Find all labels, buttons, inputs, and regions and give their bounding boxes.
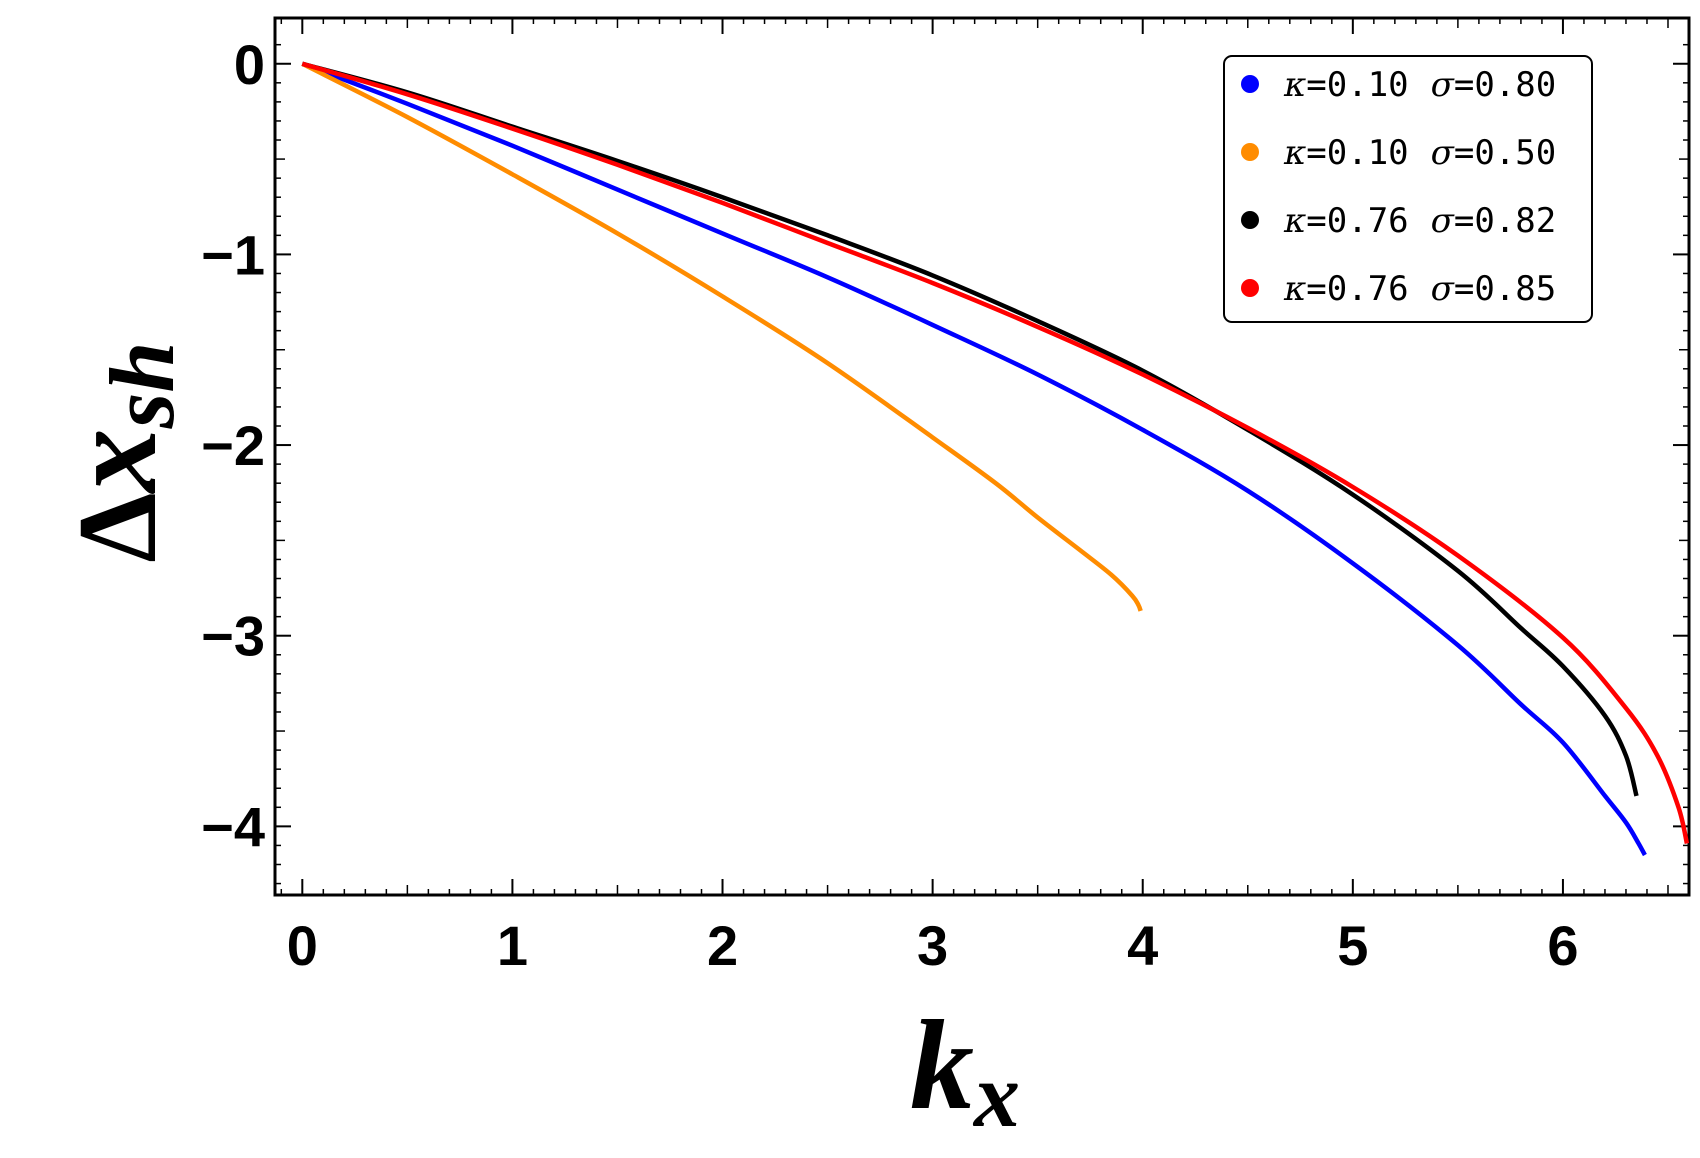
legend-kappa-symbol: κ: [1283, 133, 1306, 173]
x-tick-label: 2: [707, 914, 738, 977]
y-tick-label: 0: [234, 33, 265, 96]
x-tick-label: 4: [1127, 914, 1158, 977]
legend-sigma-value: =0.80: [1454, 65, 1556, 105]
x-tick-label: 3: [917, 914, 948, 977]
legend: κ=0.10 σ=0.80κ=0.10 σ=0.50κ=0.76 σ=0.82κ=0.…: [1223, 55, 1593, 323]
legend-label: κ=0.76 σ=0.85: [1283, 269, 1556, 309]
series-lines: [301, 61, 1690, 857]
legend-marker: [1241, 279, 1259, 297]
legend-kappa-symbol: κ: [1283, 201, 1306, 241]
plot-frame: [273, 16, 1691, 897]
legend-marker: [1241, 211, 1259, 229]
series-line: [301, 61, 1647, 857]
legend-box: [1223, 55, 1593, 323]
legend-kappa-symbol: κ: [1283, 65, 1306, 105]
minor-ticks: [275, 18, 1690, 895]
y-tick-label: −2: [201, 414, 265, 477]
legend-sigma-value: =0.50: [1454, 133, 1556, 173]
y-tick-label: −3: [201, 605, 265, 668]
legend-sigma-value: =0.82: [1454, 201, 1556, 241]
x-tick-label: 1: [497, 914, 528, 977]
x-tick-label: 5: [1337, 914, 1368, 977]
y-axis-title-prefix: Δ: [56, 492, 180, 562]
y-axis-title: Δxsh: [41, 341, 193, 562]
x-tick-labels: 0 1 2 3 4 5 6: [287, 914, 1579, 977]
legend-entries: κ=0.10 σ=0.80κ=0.10 σ=0.50κ=0.76 σ=0.82κ=0.…: [1241, 65, 1556, 309]
legend-marker: [1241, 143, 1259, 161]
legend-kappa-value: =0.76: [1306, 269, 1408, 309]
x-tick-label: 6: [1547, 914, 1578, 977]
y-axis-title-subscript: sh: [91, 341, 193, 429]
legend-kappa-value: =0.76: [1306, 201, 1408, 241]
y-axis-title-base: x: [41, 428, 183, 494]
major-ticks: [275, 18, 1689, 895]
legend-kappa-value: =0.10: [1306, 133, 1408, 173]
y-tick-labels: 0 −1 −2 −3 −4: [201, 33, 265, 859]
y-tick-label: −4: [201, 795, 265, 858]
legend-sigma-symbol: σ: [1431, 133, 1455, 173]
legend-sigma-value: =0.85: [1454, 269, 1556, 309]
legend-marker: [1241, 75, 1259, 93]
legend-kappa-value: =0.10: [1306, 65, 1408, 105]
legend-kappa-symbol: κ: [1283, 269, 1306, 309]
y-tick-label: −1: [201, 223, 265, 286]
x-axis-title: kx: [910, 994, 1020, 1146]
x-tick-label: 0: [287, 914, 318, 977]
legend-label: κ=0.76 σ=0.82: [1283, 201, 1556, 241]
legend-sigma-symbol: σ: [1431, 201, 1455, 241]
x-axis-title-base: k: [910, 994, 974, 1136]
series-line: [301, 61, 1690, 845]
series-line: [301, 61, 1143, 612]
legend-sigma-symbol: σ: [1431, 269, 1455, 309]
legend-label: κ=0.10 σ=0.80: [1283, 65, 1556, 105]
legend-sigma-symbol: σ: [1431, 65, 1455, 105]
series-line: [301, 61, 1639, 797]
legend-label: κ=0.10 σ=0.50: [1283, 133, 1556, 173]
x-axis-title-subscript: x: [972, 1044, 1020, 1146]
